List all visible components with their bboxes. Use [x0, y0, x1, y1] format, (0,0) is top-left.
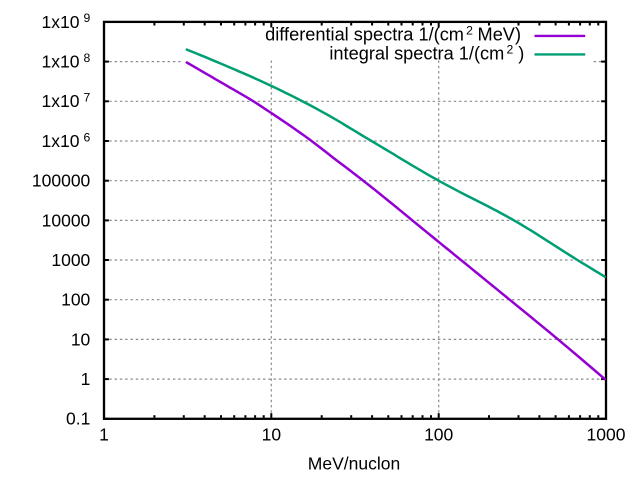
svg-text:1000: 1000 [587, 424, 626, 444]
svg-text:6: 6 [84, 130, 91, 144]
svg-text:100000: 100000 [32, 171, 91, 191]
svg-text:10: 10 [71, 329, 91, 349]
svg-text:9: 9 [84, 11, 91, 25]
svg-text:7: 7 [84, 91, 91, 105]
svg-text:MeV/nuclon: MeV/nuclon [308, 453, 400, 473]
svg-text:1x10: 1x10 [42, 131, 80, 151]
svg-text:1x10: 1x10 [42, 51, 80, 71]
svg-text:0.1: 0.1 [66, 409, 90, 429]
svg-text:10000: 10000 [42, 210, 91, 230]
svg-text:1x10: 1x10 [42, 12, 80, 32]
svg-text:1: 1 [99, 424, 109, 444]
svg-text:8: 8 [84, 51, 91, 65]
svg-text:100: 100 [61, 290, 90, 310]
svg-text:1: 1 [81, 369, 91, 389]
svg-text:100: 100 [424, 424, 453, 444]
svg-text:1x10: 1x10 [42, 91, 80, 111]
svg-text:1000: 1000 [51, 250, 90, 270]
svg-text:integral spectra 1/(cm2): integral spectra 1/(cm 2) [329, 42, 524, 63]
svg-text:10: 10 [262, 424, 282, 444]
